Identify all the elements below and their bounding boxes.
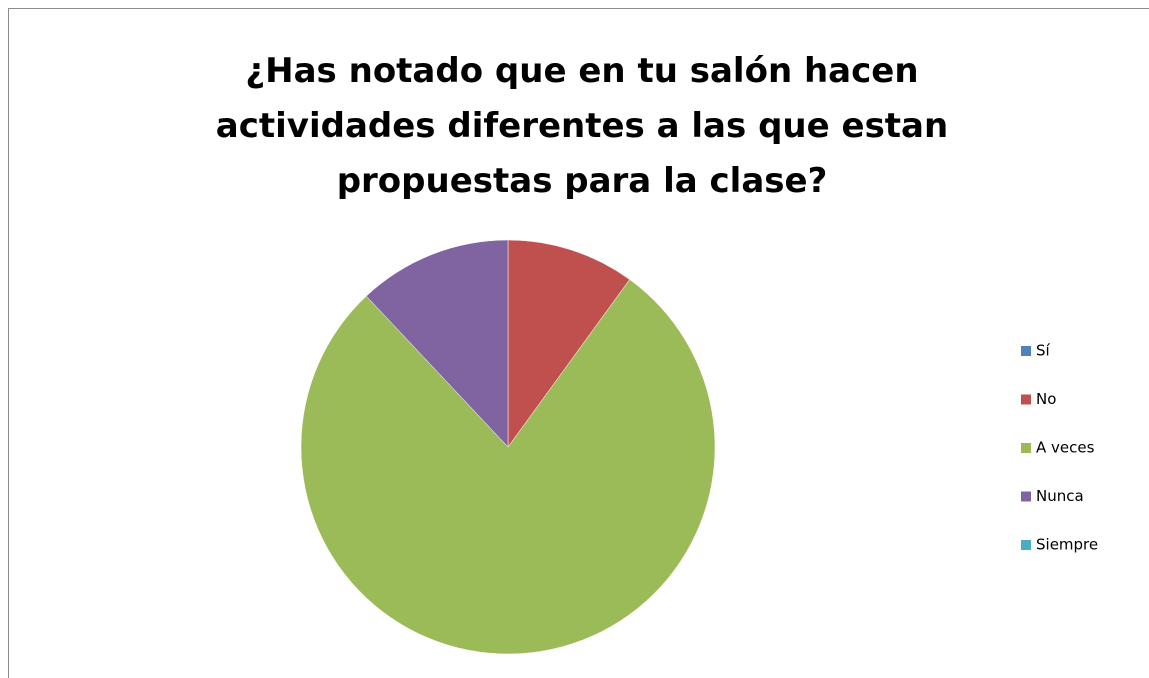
- legend-swatch: [1021, 394, 1031, 405]
- pie-slice: [300, 279, 716, 655]
- pie-slice: [507, 239, 631, 448]
- legend-label: No: [1036, 390, 1056, 408]
- title-line: actividades diferentes a las que estan: [216, 106, 948, 146]
- legend-swatch: [1021, 491, 1031, 502]
- legend-label: Siempre: [1036, 536, 1098, 554]
- chart-title: ¿Has notado que en tu salón hacen activid…: [216, 51, 948, 201]
- legend-swatch: [1021, 443, 1031, 453]
- title-line: ¿Has notado que en tu salón hacen: [245, 51, 918, 91]
- legend-swatch: [1021, 346, 1031, 356]
- legend-label: Sí: [1036, 342, 1051, 360]
- title-line: propuestas para la clase?: [337, 161, 828, 201]
- legend-label: Nunca: [1036, 487, 1084, 505]
- legend-swatch: [1021, 540, 1031, 550]
- pie: [300, 239, 716, 655]
- legend: Sí No A veces Nunca Siempre: [1021, 342, 1098, 554]
- pie-slice: [365, 239, 509, 448]
- legend-label: A veces: [1036, 439, 1095, 457]
